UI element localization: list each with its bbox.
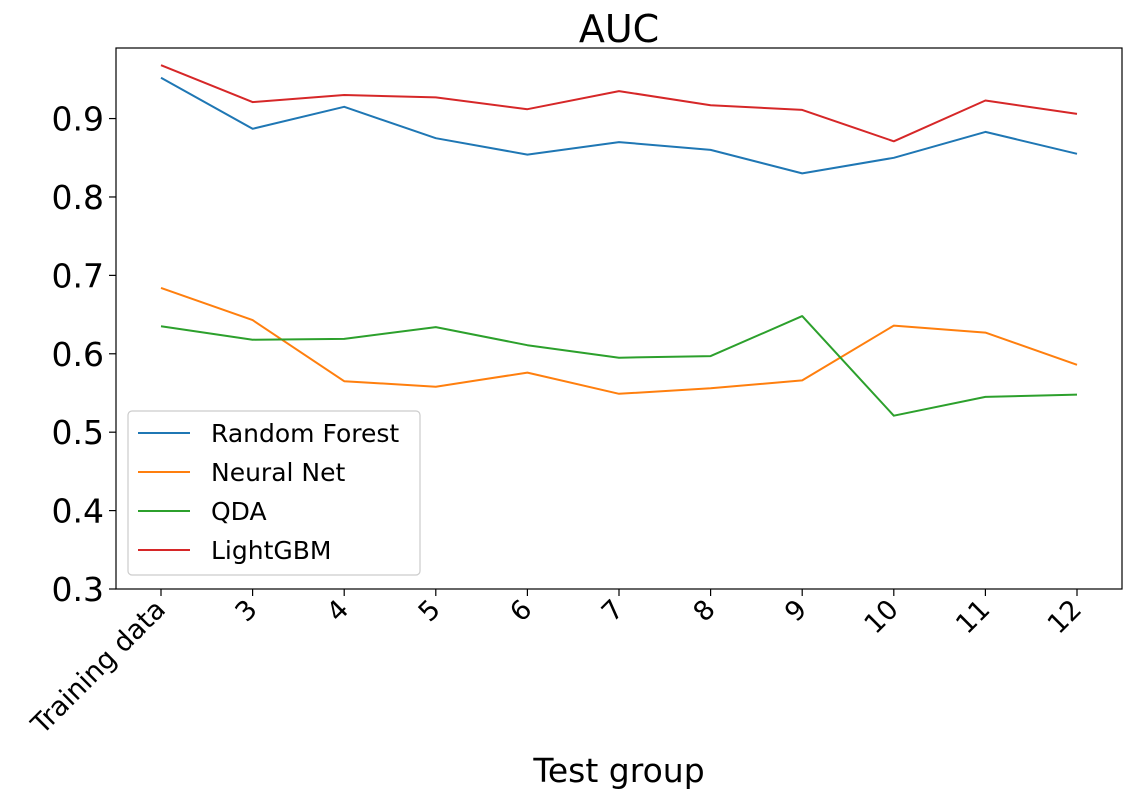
x-tick-label: 6 xyxy=(504,594,538,628)
y-tick-label: 0.7 xyxy=(52,256,104,295)
x-tick-label: 3 xyxy=(229,594,263,628)
x-tick-label: 8 xyxy=(687,594,721,628)
x-tick-label: 12 xyxy=(1042,594,1088,640)
x-tick-label: Training data xyxy=(25,594,172,741)
x-tick-label: 11 xyxy=(950,594,996,640)
x-tick-label: 9 xyxy=(779,594,813,628)
x-axis: Training data 3 4 5 6 7 8 9 10 11 12 xyxy=(25,589,1088,741)
series-lines xyxy=(160,64,1078,417)
x-axis-label: Test group xyxy=(532,751,704,790)
y-axis: 0.3 0.4 0.5 0.6 0.7 0.8 0.9 xyxy=(52,100,116,609)
legend-entry-label: QDA xyxy=(211,497,267,526)
series-line-neural-net xyxy=(160,286,1078,395)
x-tick-label: 4 xyxy=(321,594,355,628)
legend-entry-label: Random Forest xyxy=(211,419,399,448)
series-line-lightgbm xyxy=(160,64,1078,143)
chart-title: AUC xyxy=(579,7,659,51)
y-tick-label: 0.6 xyxy=(52,335,104,374)
plot-area: 0.3 0.4 0.5 0.6 0.7 0.8 0.9 Training data 3 4 5 6 7… xyxy=(25,47,1123,741)
legend-entry-label: LightGBM xyxy=(211,536,331,565)
legend-box xyxy=(127,410,421,576)
legend-entry-label: Neural Net xyxy=(211,458,345,487)
y-tick-label: 0.5 xyxy=(52,413,104,452)
y-tick-label: 0.3 xyxy=(52,570,104,609)
x-tick-label: 7 xyxy=(596,594,630,628)
y-tick-label: 0.4 xyxy=(52,492,104,531)
series-line-qda xyxy=(160,315,1078,417)
x-tick-label: 10 xyxy=(859,594,905,640)
series-line-random-forest xyxy=(160,76,1078,175)
y-tick-label: 0.8 xyxy=(52,178,104,217)
x-tick-label: 5 xyxy=(413,594,447,628)
y-tick-label: 0.9 xyxy=(52,100,104,139)
legend: Random Forest Neural Net QDA LightGBM xyxy=(127,410,421,576)
